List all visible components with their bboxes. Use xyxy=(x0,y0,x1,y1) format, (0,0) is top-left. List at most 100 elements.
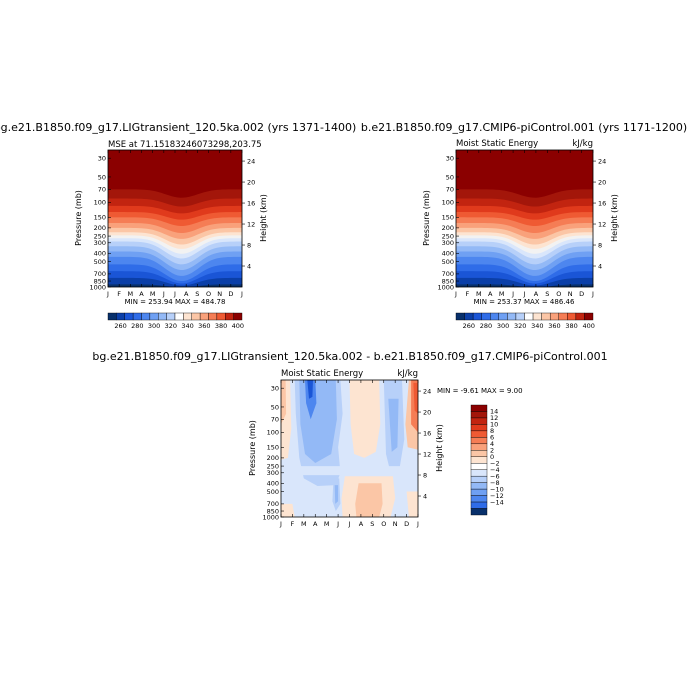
colorbar-swatch xyxy=(470,411,488,419)
panel-1-ylabel: Pressure (mb) xyxy=(74,190,83,246)
pressure-tick-label: 1000 xyxy=(262,513,279,521)
x-tick-label: J xyxy=(240,290,243,298)
x-tick-label: A xyxy=(139,290,144,298)
pressure-tick-label: 500 xyxy=(442,258,454,266)
colorbar-swatch xyxy=(141,312,151,321)
x-tick-label: F xyxy=(466,290,470,298)
colorbar-swatch xyxy=(470,450,488,457)
contour-neg-4-c xyxy=(334,485,339,504)
pressure-tick-label: 100 xyxy=(267,429,279,437)
pressure-tick-label: 30 xyxy=(271,384,279,392)
colorbar-swatch xyxy=(107,312,117,321)
height-tick-label: 12 xyxy=(598,220,606,228)
panel-1: bg.e21.B1850.f09_g17.LIGtransient_120.5k… xyxy=(0,121,356,330)
colorbar-swatch xyxy=(470,443,488,451)
pressure-tick-label: 300 xyxy=(267,469,279,477)
pressure-tick-label: 250 xyxy=(94,232,106,240)
panel-3: bg.e21.B1850.f09_g17.LIGtransient_120.5k… xyxy=(92,350,607,528)
colorbar-label: 380 xyxy=(215,322,227,330)
x-tick-label: J xyxy=(454,290,457,298)
pressure-tick-label: 500 xyxy=(267,488,279,496)
colorbar-swatch xyxy=(558,312,568,321)
colorbar-swatch xyxy=(541,312,551,321)
x-tick-label: F xyxy=(291,520,295,528)
x-tick-label: J xyxy=(348,520,351,528)
pressure-tick-label: 850 xyxy=(442,277,454,285)
colorbar-swatch xyxy=(149,312,159,321)
pressure-tick-label: 50 xyxy=(271,403,279,411)
colorbar-label: 8 xyxy=(490,427,494,435)
pressure-tick-label: 150 xyxy=(267,444,279,452)
colorbar-label: 340 xyxy=(181,322,193,330)
x-tick-label: M xyxy=(128,290,134,298)
x-tick-label: A xyxy=(534,290,539,298)
height-tick-label: 4 xyxy=(598,262,602,270)
height-tick-label: 4 xyxy=(247,262,251,270)
pressure-tick-label: 850 xyxy=(94,277,106,285)
contour-neg-10-a xyxy=(307,380,313,399)
x-tick-label: D xyxy=(404,520,409,528)
pressure-tick-label: 100 xyxy=(442,199,454,207)
height-tick-label: 16 xyxy=(598,199,606,207)
colorbar-label: −2 xyxy=(490,459,500,467)
colorbar-swatch xyxy=(158,312,167,321)
pressure-tick-label: 400 xyxy=(442,250,454,258)
colorbar-label: 360 xyxy=(198,322,210,330)
height-tick-label: 8 xyxy=(247,241,251,249)
colorbar-swatch xyxy=(124,312,134,321)
x-tick-label: F xyxy=(117,290,121,298)
colorbar-swatch xyxy=(166,312,176,321)
x-tick-label: D xyxy=(579,290,584,298)
colorbar-swatch xyxy=(575,312,585,321)
colorbar-swatch xyxy=(470,495,488,503)
panel-3-subtitle-right: kJ/kg xyxy=(397,369,418,379)
colorbar-swatch xyxy=(470,417,488,425)
colorbar-label: −6 xyxy=(490,472,500,480)
pressure-tick-label: 400 xyxy=(267,480,279,488)
colorbar-swatch xyxy=(183,312,192,321)
colorbar-label: 320 xyxy=(514,322,526,330)
colorbar-swatch xyxy=(470,424,488,432)
colorbar-label: 260 xyxy=(463,322,475,330)
colorbar-swatch xyxy=(455,312,465,321)
colorbar-swatch xyxy=(208,312,218,321)
pressure-tick-label: 150 xyxy=(94,214,106,222)
panel-1-y2label: Height (km) xyxy=(259,194,268,242)
colorbar-label: 280 xyxy=(480,322,492,330)
height-tick-label: 16 xyxy=(247,199,255,207)
pressure-tick-label: 700 xyxy=(94,270,106,278)
height-tick-label: 24 xyxy=(423,387,431,395)
colorbar-swatch xyxy=(481,312,491,321)
x-tick-label: A xyxy=(184,290,189,298)
colorbar-label: 300 xyxy=(497,322,509,330)
x-tick-label: J xyxy=(416,520,419,528)
colorbar-swatch xyxy=(132,312,142,321)
x-tick-label: J xyxy=(511,290,514,298)
height-tick-label: 4 xyxy=(423,492,427,500)
colorbar-swatch xyxy=(464,312,474,321)
colorbar-label: 380 xyxy=(565,322,577,330)
x-tick-label: O xyxy=(206,290,211,298)
x-tick-label: O xyxy=(556,290,561,298)
contour-neg-6-a xyxy=(305,380,317,420)
height-tick-label: 8 xyxy=(598,241,602,249)
panel-2-y2label: Height (km) xyxy=(610,194,619,242)
colorbar-swatch xyxy=(199,312,209,321)
panel-2-contours xyxy=(456,189,593,287)
colorbar-label: −10 xyxy=(490,485,504,493)
colorbar-swatch xyxy=(567,312,577,321)
pressure-tick-label: 50 xyxy=(98,173,106,181)
height-tick-label: 24 xyxy=(598,157,606,165)
pressure-tick-label: 70 xyxy=(446,186,454,194)
colorbar-swatch xyxy=(225,312,234,321)
colorbar-swatch xyxy=(498,312,508,321)
colorbar-swatch xyxy=(470,469,488,477)
x-tick-label: A xyxy=(488,290,493,298)
height-tick-label: 20 xyxy=(598,178,606,186)
pressure-tick-label: 250 xyxy=(442,232,454,240)
x-tick-label: J xyxy=(162,290,165,298)
colorbar-label: 0 xyxy=(490,453,494,461)
